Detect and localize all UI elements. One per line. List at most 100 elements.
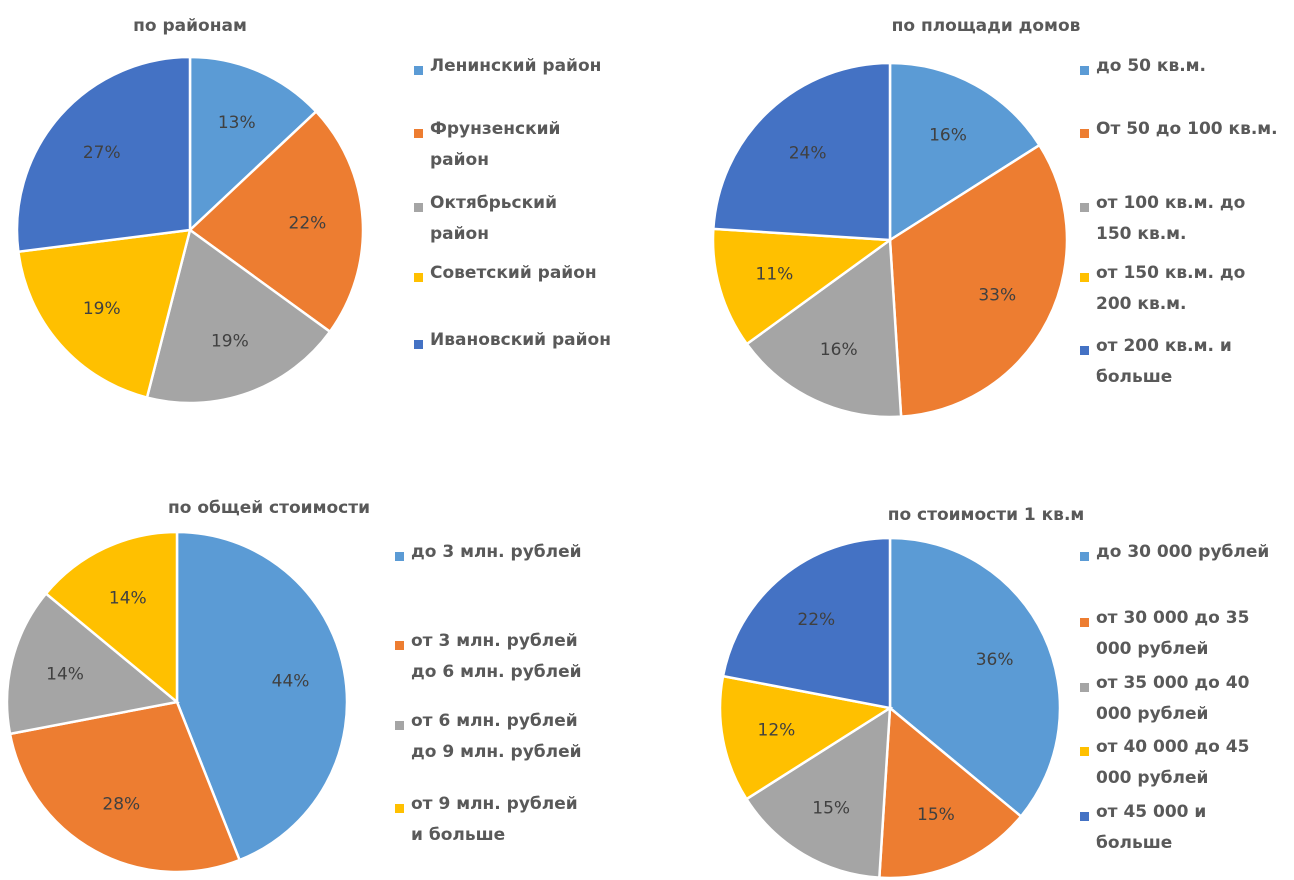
chart-title: по стоимости 1 кв.м [887, 505, 1085, 525]
legend-label: до 30 000 рублей [1096, 542, 1270, 562]
legend-swatch [1080, 747, 1089, 756]
legend-label: Фрунзенский район [430, 119, 561, 170]
pie-chart-total-cost: 44% 28% 14% 14% [5, 530, 349, 874]
legend-label: Ленинский район [430, 56, 602, 76]
legend-item: от 45 000 и больше [1080, 802, 1280, 859]
slice-data-label: 28% [102, 794, 140, 814]
pie-slice [721, 536, 892, 710]
slice-data-label: 16% [820, 340, 858, 360]
pie-slice [188, 109, 365, 334]
legend-item: Ленинский район [414, 56, 614, 82]
slice-data-label: 15% [917, 805, 955, 825]
legend-label: от 3 млн. рублей до 6 млн. рублей [411, 631, 582, 682]
legend-item: от 200 кв.м. и больше [1080, 336, 1280, 393]
legend-label: От 50 до 100 кв.м. [1096, 119, 1278, 139]
slice-data-label: 12% [758, 721, 796, 741]
legend-label: до 50 кв.м. [1096, 56, 1207, 76]
legend-item: до 3 млн. рублей [395, 542, 595, 568]
slice-data-label: 33% [978, 286, 1016, 306]
legend-label: от 40 000 до 45 000 рублей [1096, 737, 1250, 788]
legend-label: от 200 кв.м. и больше [1096, 336, 1232, 387]
legend-swatch [414, 129, 423, 138]
legend-swatch [1080, 273, 1089, 282]
legend-swatch [1080, 812, 1089, 821]
slice-data-label: 22% [797, 610, 835, 630]
pie-slice [188, 55, 318, 233]
legend-swatch [414, 340, 423, 349]
legend-item: Советский район [414, 263, 614, 289]
legend-swatch [414, 203, 423, 212]
legend-swatch [1080, 346, 1089, 355]
slice-data-label: 19% [211, 332, 249, 352]
legend-item: От 50 до 100 кв.м. [1080, 119, 1280, 145]
legend-item: от 9 млн. рублей и больше [395, 794, 595, 851]
pie-chart-cost-per-sqm: 36% 15% 15% 12% 22% [718, 536, 1062, 880]
legend-item: от 3 млн. рублей до 6 млн. рублей [395, 631, 595, 688]
legend-item: от 150 кв.м. до 200 кв.м. [1080, 263, 1280, 320]
pie-slice [15, 55, 192, 254]
legend-swatch [1080, 66, 1089, 75]
legend-swatch [1080, 203, 1089, 212]
legend-swatch [395, 804, 404, 813]
slice-data-label: 19% [83, 299, 121, 319]
pie-chart-house-area: 16% 33% 16% 11% 24% [711, 61, 1069, 419]
pie-slice [175, 530, 349, 862]
pie-slice [712, 61, 892, 242]
legend-label: от 150 кв.м. до 200 кв.м. [1096, 263, 1246, 314]
slice-data-label: 14% [109, 588, 147, 608]
slice-data-label: 44% [272, 671, 310, 691]
slice-data-label: 24% [789, 143, 827, 163]
pie-slice [8, 700, 242, 874]
legend-swatch [395, 641, 404, 650]
legend-swatch [395, 721, 404, 730]
legend-item: от 6 млн. рублей до 9 млн. рублей [395, 711, 595, 768]
legend-label: Ивановский район [430, 330, 611, 350]
legend-label: от 9 млн. рублей и больше [411, 794, 578, 845]
slice-data-label: 16% [929, 126, 967, 146]
legend-swatch [1080, 683, 1089, 692]
chart-title: по общей стоимости [168, 498, 370, 518]
pie-slice [145, 227, 332, 405]
chart-title: по площади домов [891, 16, 1081, 36]
legend-item: до 50 кв.м. [1080, 56, 1280, 82]
pie-slice [5, 591, 180, 736]
pie-slice [44, 530, 179, 705]
legend-swatch [1080, 618, 1089, 627]
slice-data-label: 14% [46, 664, 84, 684]
legend-label: до 3 млн. рублей [411, 542, 582, 562]
slice-data-label: 15% [812, 799, 850, 819]
legend-label: от 35 000 до 40 000 рублей [1096, 673, 1250, 724]
legend-swatch [414, 66, 423, 75]
legend-item: от 100 кв.м. до 150 кв.м. [1080, 193, 1280, 250]
legend-label: от 100 кв.м. до 150 кв.м. [1096, 193, 1246, 244]
legend-label: от 45 000 и больше [1096, 802, 1207, 853]
legend-swatch [1080, 552, 1089, 561]
legend-item: от 40 000 до 45 000 рублей [1080, 737, 1280, 794]
legend-label: Октябрьский район [430, 193, 557, 244]
legend-item: Ивановский район [414, 330, 614, 356]
chart-title: по районам [133, 16, 247, 36]
legend-item: до 30 000 рублей [1080, 542, 1280, 568]
pie-slice [888, 61, 1042, 243]
slice-data-label: 11% [756, 265, 794, 285]
slice-data-label: 13% [218, 113, 256, 133]
legend-item: Фрунзенский район [414, 119, 614, 176]
legend-label: от 30 000 до 35 000 рублей [1096, 608, 1250, 659]
legend-label: Советский район [430, 263, 597, 283]
pie-slice [16, 228, 192, 400]
slice-data-label: 22% [289, 214, 327, 234]
legend-swatch [1080, 129, 1089, 138]
pie-slice [888, 143, 1069, 418]
slice-data-label: 27% [83, 143, 121, 163]
pie-slice [711, 227, 894, 346]
legend-swatch [414, 273, 423, 282]
pie-slice [888, 536, 1062, 819]
pie-slice [745, 237, 903, 419]
legend-item: от 30 000 до 35 000 рублей [1080, 608, 1280, 665]
legend-label: от 6 млн. рублей до 9 млн. рублей [411, 711, 582, 762]
slice-data-label: 36% [976, 650, 1014, 670]
pie-slice [718, 674, 894, 801]
legend-item: Октябрьский район [414, 193, 614, 250]
legend-item: от 35 000 до 40 000 рублей [1080, 673, 1280, 730]
pie-chart-districts: 13% 22% 19% 19% 27% [15, 55, 365, 405]
